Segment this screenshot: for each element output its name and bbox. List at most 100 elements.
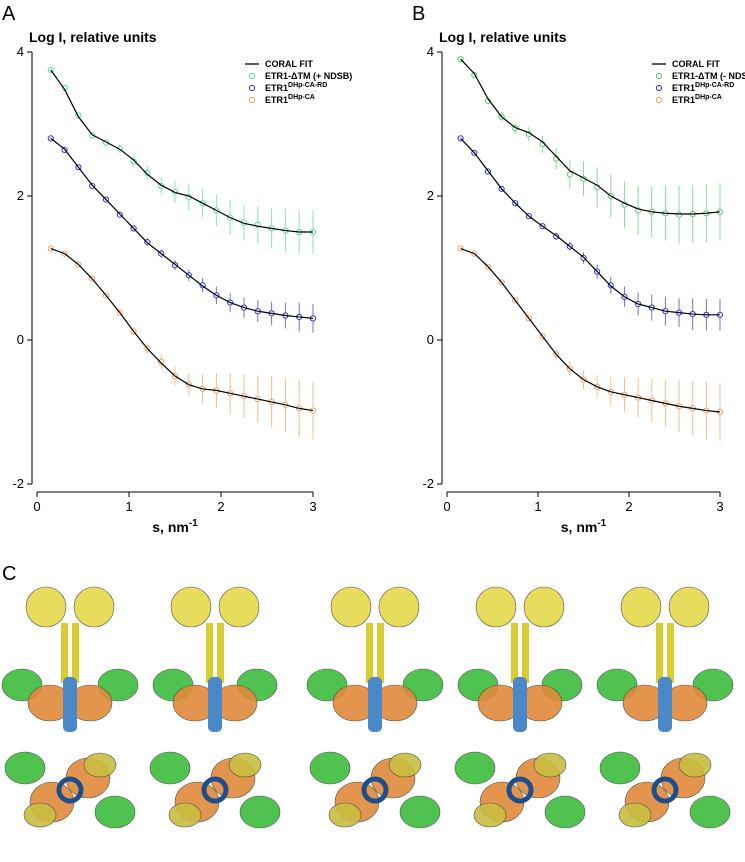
legend-label: ETR1-ΔTM (+ NDSB) (265, 71, 352, 81)
fit-line (460, 58, 721, 215)
green-domain (689, 795, 731, 829)
yellow-helix (667, 623, 674, 683)
chart: Log I, relative units -2 0 2 4 0 1 2 3 s, nm-1 COR… (422, 29, 745, 535)
yellow-domain (228, 752, 262, 778)
x-axis-title-sup: -1 (597, 518, 606, 529)
yellow-helix (366, 623, 373, 683)
fit-line (50, 247, 314, 412)
data-point (158, 358, 165, 365)
yellow-helix (61, 623, 68, 683)
y-tick-label: -2 (422, 476, 434, 491)
yellow-domain (73, 586, 115, 628)
legend-name: ETR1-ΔTM (+ NDSB) (265, 71, 352, 81)
panel-label: A (2, 3, 16, 25)
yellow-domain (678, 752, 712, 778)
fit-line (460, 137, 720, 316)
yellow-domain (328, 802, 362, 828)
y-tick-label: 4 (427, 44, 434, 59)
x-axis-title: s, nm-1 (561, 518, 607, 535)
yellow-domain (23, 802, 57, 828)
legend-marker (655, 72, 663, 80)
yellow-domain (523, 586, 565, 628)
green-domain (454, 751, 496, 785)
yellow-domain (83, 752, 117, 778)
green-domain (544, 795, 586, 829)
data-point (144, 169, 151, 177)
y-tick-label: 0 (427, 332, 434, 347)
legend-marker (655, 96, 663, 104)
x-tick-label: 2 (217, 499, 224, 514)
legend-name: ETR1 (672, 95, 695, 105)
yellow-helix (522, 623, 529, 683)
data-point (675, 211, 683, 218)
yellow-domain (618, 802, 652, 828)
green-domain (309, 751, 351, 785)
yellow-helix (511, 623, 518, 683)
data-point (130, 158, 137, 165)
legend-name: ETR1-ΔTM (- NDSB) (672, 71, 745, 81)
yellow-helix (72, 623, 79, 683)
blue-ring (651, 776, 679, 804)
x-axis-title-sup: -1 (189, 518, 198, 529)
y-tick-label: 2 (427, 188, 434, 203)
yellow-domain (475, 586, 517, 628)
legend-sup: DHp-CA (288, 94, 315, 101)
yellow-domain (378, 586, 420, 628)
y-tick-label: -2 (12, 476, 24, 491)
blue-ring (506, 776, 534, 804)
legend-label: ETR1DHp-CA (672, 94, 722, 105)
legend-label: CORAL FIT (672, 59, 720, 69)
fit-line (460, 247, 721, 413)
yellow-domain (168, 802, 202, 828)
legend-sup: DHp-CA-RD (695, 82, 734, 89)
yellow-helix (656, 623, 663, 683)
y-tick-label: 0 (17, 332, 24, 347)
x-tick-label: 1 (534, 499, 541, 514)
blue-helix (208, 677, 222, 732)
x-axis-title-text: s, nm (561, 519, 598, 535)
chart: Log I, relative units -2 0 2 4 0 1 2 3 s, nm-1 COR… (12, 29, 352, 535)
blue-ring (56, 776, 84, 804)
legend-label: CORAL FIT (265, 59, 313, 69)
fit-line (50, 69, 313, 233)
structure-panel (1, 586, 734, 829)
y-axis-title: Log I, relative units (439, 29, 567, 45)
yellow-domain (218, 586, 260, 628)
green-domain (4, 751, 46, 785)
legend-marker (248, 96, 256, 104)
x-tick-label: 0 (443, 499, 450, 514)
data-point (566, 171, 573, 178)
green-domain (599, 751, 641, 785)
x-axis-title: s, nm-1 (152, 518, 198, 535)
y-axis-title: Log I, relative units (29, 29, 157, 45)
green-domain (399, 795, 441, 829)
y-tick-label: 2 (17, 188, 24, 203)
yellow-domain (668, 586, 710, 628)
blue-ring (361, 776, 389, 804)
yellow-domain (533, 752, 567, 778)
blue-helix (368, 677, 382, 732)
y-tick-label: 4 (17, 44, 24, 59)
legend-marker (248, 84, 256, 92)
yellow-helix (217, 623, 224, 683)
yellow-domain (388, 752, 422, 778)
x-tick-label: 1 (125, 499, 132, 514)
blue-helix (658, 677, 672, 732)
green-domain (94, 795, 136, 829)
legend-label: ETR1-ΔTM (- NDSB) (672, 71, 745, 81)
yellow-helix (377, 623, 384, 683)
legend-name: ETR1 (265, 95, 288, 105)
green-domain (149, 751, 191, 785)
legend-label: ETR1DHp-CA (265, 94, 315, 105)
fit-line (50, 137, 314, 319)
x-tick-label: 0 (33, 499, 40, 514)
legend-sup: DHp-CA (695, 94, 722, 101)
legend-label: ETR1DHp-CA-RD (672, 82, 734, 93)
x-axis-title-text: s, nm (152, 519, 189, 535)
yellow-domain (25, 586, 67, 628)
blue-helix (63, 677, 77, 732)
panel-label: C (2, 563, 16, 585)
legend-marker (655, 84, 663, 92)
yellow-helix (206, 623, 213, 683)
